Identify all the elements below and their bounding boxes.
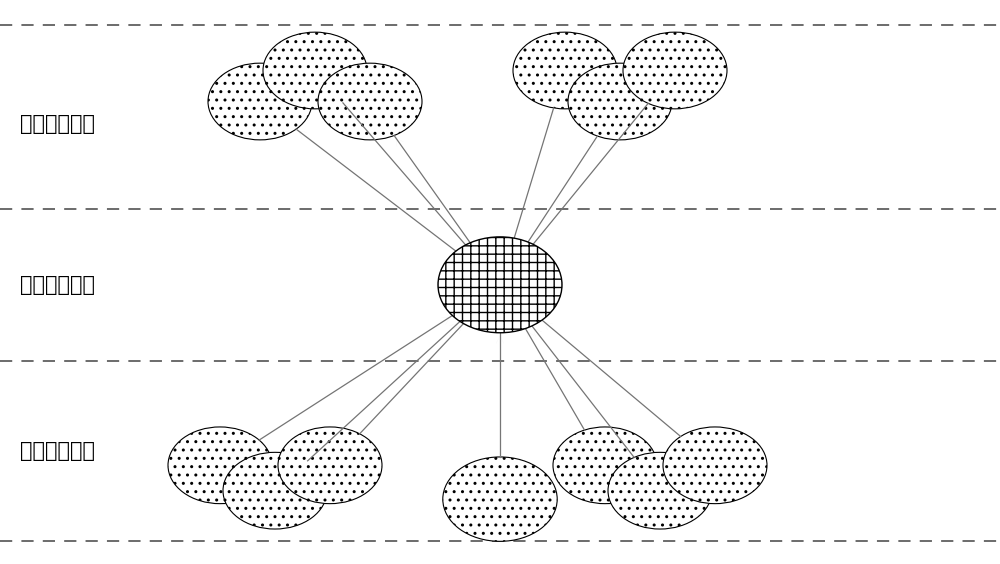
Text: 本地主机节点: 本地主机节点: [20, 275, 95, 295]
Ellipse shape: [553, 427, 657, 504]
Ellipse shape: [168, 427, 272, 504]
Ellipse shape: [443, 457, 557, 541]
Ellipse shape: [663, 427, 767, 504]
Ellipse shape: [608, 452, 712, 529]
Text: 远程主机节点: 远程主机节点: [20, 114, 95, 134]
Ellipse shape: [223, 452, 327, 529]
Ellipse shape: [438, 237, 562, 333]
Ellipse shape: [208, 63, 312, 140]
Ellipse shape: [568, 63, 672, 140]
Ellipse shape: [623, 32, 727, 109]
Ellipse shape: [318, 63, 422, 140]
Text: 远程主机节点: 远程主机节点: [20, 441, 95, 461]
Ellipse shape: [278, 427, 382, 504]
Ellipse shape: [263, 32, 367, 109]
Ellipse shape: [513, 32, 617, 109]
